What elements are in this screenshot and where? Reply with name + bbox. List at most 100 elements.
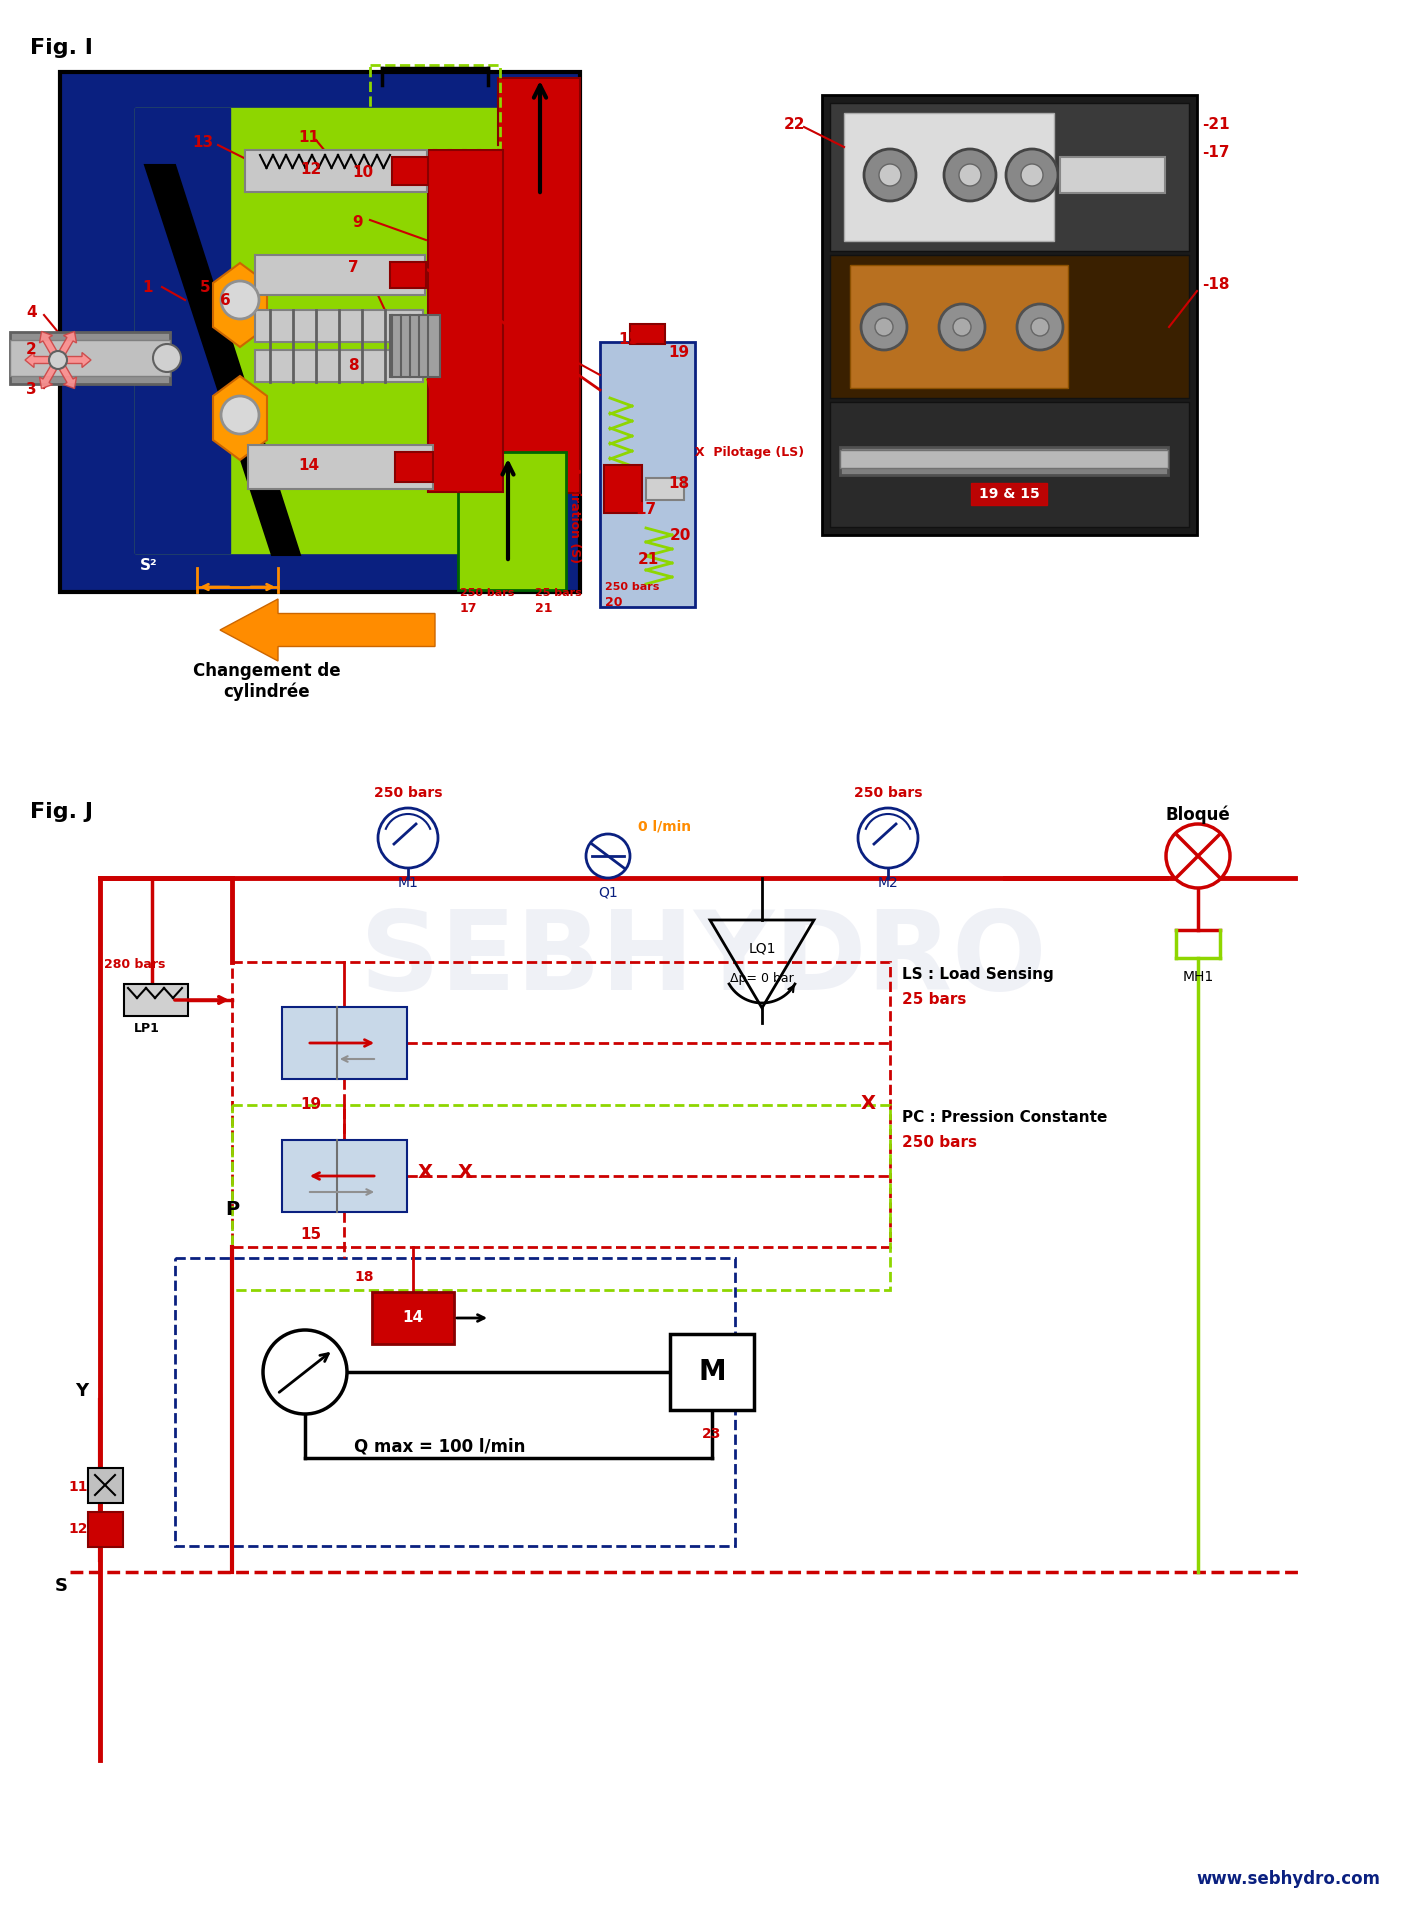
Bar (972, 484, 1047, 505)
Text: MH1: MH1 (1182, 970, 1213, 983)
Circle shape (860, 303, 907, 349)
Text: 7: 7 (349, 259, 359, 275)
Text: 15: 15 (299, 1227, 321, 1242)
Text: SEBHYDRO: SEBHYDRO (360, 906, 1046, 1014)
Bar (600, 342, 695, 607)
Text: 16: 16 (607, 472, 630, 488)
Text: X: X (458, 1164, 472, 1183)
Bar (135, 108, 501, 553)
Text: 280 bars: 280 bars (104, 958, 166, 972)
Bar (254, 349, 423, 382)
Text: -18: -18 (1202, 276, 1229, 292)
Text: 8: 8 (349, 357, 359, 372)
Text: 22: 22 (540, 342, 561, 357)
Text: 25 bars: 25 bars (536, 588, 582, 597)
Bar (839, 447, 1168, 474)
Text: PC : Pression Constante: PC : Pression Constante (903, 1110, 1108, 1125)
Polygon shape (145, 165, 299, 555)
Text: 5: 5 (200, 280, 211, 296)
Text: 18: 18 (354, 1269, 374, 1284)
Text: 18: 18 (668, 476, 689, 492)
Bar (830, 104, 1189, 252)
FancyArrow shape (39, 359, 60, 388)
Bar (247, 445, 433, 490)
Text: M2: M2 (877, 876, 898, 891)
Text: X: X (418, 1164, 433, 1183)
Circle shape (1031, 319, 1049, 336)
Text: 17: 17 (460, 603, 478, 614)
Text: P: P (225, 1200, 239, 1219)
Text: 250 bars: 250 bars (903, 1135, 977, 1150)
Text: LP1: LP1 (134, 1021, 160, 1035)
Bar (254, 309, 423, 342)
Bar (232, 962, 890, 1246)
Text: 250 bars: 250 bars (605, 582, 659, 591)
Bar (392, 157, 427, 184)
Text: 10: 10 (352, 165, 373, 180)
Circle shape (875, 319, 893, 336)
Text: 13: 13 (193, 134, 214, 150)
Text: 21: 21 (536, 603, 553, 614)
Text: Fig. J: Fig. J (30, 803, 93, 822)
Text: 11: 11 (67, 1480, 87, 1494)
Circle shape (221, 396, 259, 434)
Text: Bloqué: Bloqué (1166, 806, 1230, 824)
Bar (135, 108, 231, 553)
Text: 9: 9 (352, 215, 363, 230)
Bar (645, 478, 683, 499)
Text: 0 l/min: 0 l/min (638, 820, 692, 833)
Bar (671, 1334, 754, 1409)
Text: 250 bars: 250 bars (460, 588, 515, 597)
Text: Aspiration (S): Aspiration (S) (568, 467, 581, 564)
Bar (830, 401, 1189, 526)
Text: Q max = 100 l/min: Q max = 100 l/min (354, 1438, 526, 1455)
Circle shape (939, 303, 986, 349)
Text: Y: Y (75, 1382, 89, 1400)
Circle shape (378, 808, 439, 868)
Bar (245, 150, 427, 192)
Text: Q1: Q1 (598, 885, 617, 900)
Bar (823, 94, 1197, 536)
Circle shape (1007, 150, 1057, 202)
Text: Δp= 0 bar: Δp= 0 bar (730, 972, 794, 985)
Text: LS : Load Sensing: LS : Load Sensing (903, 968, 1053, 981)
Text: 250 bars: 250 bars (374, 785, 443, 801)
FancyArrow shape (25, 353, 58, 367)
Bar (427, 150, 503, 492)
Text: 1: 1 (142, 280, 152, 296)
Text: 23: 23 (703, 1427, 721, 1442)
Text: X: X (860, 1094, 876, 1114)
Text: 2: 2 (25, 342, 37, 357)
Circle shape (586, 833, 630, 877)
Text: 11: 11 (298, 131, 319, 146)
Text: 19: 19 (668, 346, 689, 361)
Text: 25 bars: 25 bars (903, 993, 966, 1006)
FancyArrow shape (55, 332, 76, 361)
Circle shape (879, 163, 901, 186)
Polygon shape (212, 263, 267, 348)
Text: 19: 19 (299, 1096, 321, 1112)
Bar (10, 332, 170, 384)
Circle shape (953, 319, 972, 336)
FancyArrow shape (55, 359, 76, 388)
Bar (373, 1292, 454, 1344)
Bar (458, 451, 567, 589)
Circle shape (221, 280, 259, 319)
Circle shape (263, 1331, 347, 1413)
FancyArrow shape (219, 599, 434, 660)
Text: M1: M1 (398, 876, 419, 891)
Text: 20: 20 (605, 595, 623, 609)
Text: Changement de
cylindrée: Changement de cylindrée (193, 662, 340, 701)
Text: Refoulement (P): Refoulement (P) (560, 236, 574, 365)
Bar (174, 1258, 735, 1546)
Bar (389, 315, 440, 376)
Circle shape (865, 150, 915, 202)
Text: 21: 21 (638, 553, 659, 566)
Text: -17: -17 (1202, 146, 1229, 159)
Bar (232, 1106, 890, 1290)
Bar (283, 1006, 406, 1079)
Bar (370, 65, 501, 148)
Text: 20: 20 (671, 528, 692, 543)
FancyArrow shape (39, 332, 60, 361)
Bar (630, 324, 665, 344)
